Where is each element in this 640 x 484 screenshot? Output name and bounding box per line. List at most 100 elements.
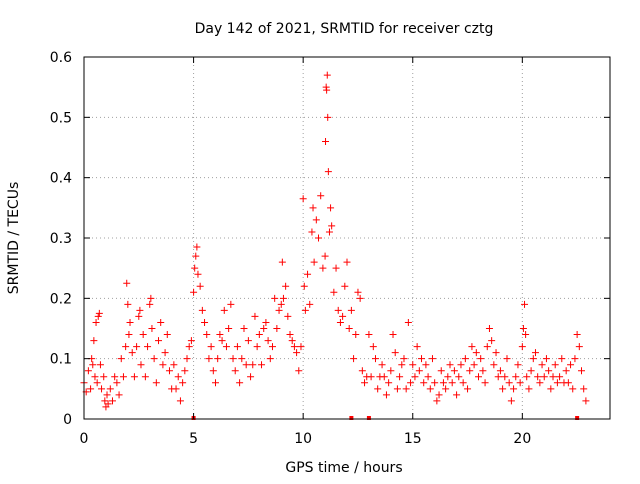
data-point — [527, 367, 535, 375]
data-point — [464, 385, 472, 393]
data-point — [322, 137, 330, 145]
x-tick-label: 15 — [404, 431, 422, 447]
data-point — [198, 306, 206, 314]
data-point — [255, 331, 263, 339]
data-point — [172, 385, 180, 393]
data-point — [282, 282, 290, 290]
data-point — [242, 361, 250, 369]
data-point — [569, 385, 577, 393]
data-point — [475, 373, 482, 381]
data-point — [236, 379, 244, 387]
data-point — [122, 343, 130, 351]
data-point — [233, 343, 241, 351]
data-point — [212, 379, 219, 387]
data-point — [325, 228, 333, 236]
data-point — [433, 397, 441, 405]
data-point — [459, 379, 467, 387]
data-point — [398, 361, 406, 369]
data-point — [216, 331, 224, 339]
data-point — [483, 343, 491, 351]
data-point — [472, 349, 480, 357]
data-point — [141, 373, 149, 381]
data-point — [374, 385, 382, 393]
data-point — [244, 337, 252, 345]
data-point — [575, 343, 583, 351]
data-point — [301, 306, 309, 314]
data-point — [128, 349, 136, 357]
data-point — [201, 318, 209, 326]
data-point — [181, 367, 189, 375]
data-point — [170, 361, 178, 369]
data-point — [339, 312, 347, 320]
y-axis-label: SRMTID / TECUs — [6, 182, 22, 295]
data-point — [437, 367, 445, 375]
data-point — [137, 361, 145, 369]
data-point — [426, 385, 434, 393]
data-point — [499, 385, 507, 393]
data-point — [507, 397, 515, 405]
data-point — [229, 355, 237, 363]
data-point — [531, 349, 539, 357]
data-point — [468, 343, 476, 351]
y-tick-label: 0 — [63, 412, 72, 428]
data-point — [253, 343, 261, 351]
y-tick-label: 0.2 — [50, 291, 72, 307]
data-point — [501, 373, 509, 381]
data-point — [523, 373, 531, 381]
data-point — [407, 379, 415, 387]
data-point — [519, 325, 527, 332]
data-point — [470, 361, 478, 369]
data-point — [273, 325, 281, 332]
data-points — [80, 71, 590, 420]
y-tick-label: 0.3 — [50, 231, 72, 247]
data-point — [183, 355, 191, 363]
data-point — [126, 318, 134, 326]
y-tick-label: 0.1 — [50, 352, 72, 368]
data-point — [492, 349, 500, 357]
data-point — [155, 337, 163, 345]
data-point — [358, 367, 366, 375]
data-point — [549, 373, 557, 381]
data-point — [100, 373, 108, 381]
data-point — [466, 367, 474, 375]
data-point — [290, 343, 298, 351]
data-point — [540, 373, 548, 381]
data-point — [90, 337, 98, 345]
data-point — [415, 367, 423, 375]
data-point — [389, 331, 397, 339]
data-point — [567, 361, 575, 369]
data-point — [161, 349, 169, 357]
data-point — [327, 204, 335, 212]
y-tick-label: 0.6 — [50, 50, 72, 66]
data-point — [402, 385, 410, 393]
data-point — [356, 294, 364, 302]
data-point — [176, 397, 184, 405]
data-point — [300, 282, 308, 290]
data-point — [95, 309, 103, 317]
data-point — [297, 343, 305, 351]
data-point — [310, 258, 318, 266]
data-point — [207, 343, 215, 351]
data-point — [547, 385, 555, 393]
data-point — [536, 379, 544, 387]
data-point — [551, 361, 559, 369]
x-axis-ticks: 0 5 10 15 20 — [80, 57, 531, 447]
data-point — [304, 270, 312, 278]
data-point — [448, 379, 456, 387]
data-point — [457, 361, 465, 369]
data-point — [205, 355, 213, 363]
data-point — [288, 337, 296, 345]
data-point — [192, 252, 200, 260]
data-point — [400, 355, 408, 363]
data-point — [87, 385, 95, 393]
data-point — [152, 379, 160, 387]
data-point — [522, 331, 530, 339]
data-point — [424, 373, 432, 381]
data-point — [247, 373, 255, 381]
data-point — [196, 282, 204, 290]
data-point — [227, 300, 235, 308]
data-point — [431, 379, 439, 387]
data-point — [505, 379, 513, 387]
data-point — [312, 216, 320, 224]
